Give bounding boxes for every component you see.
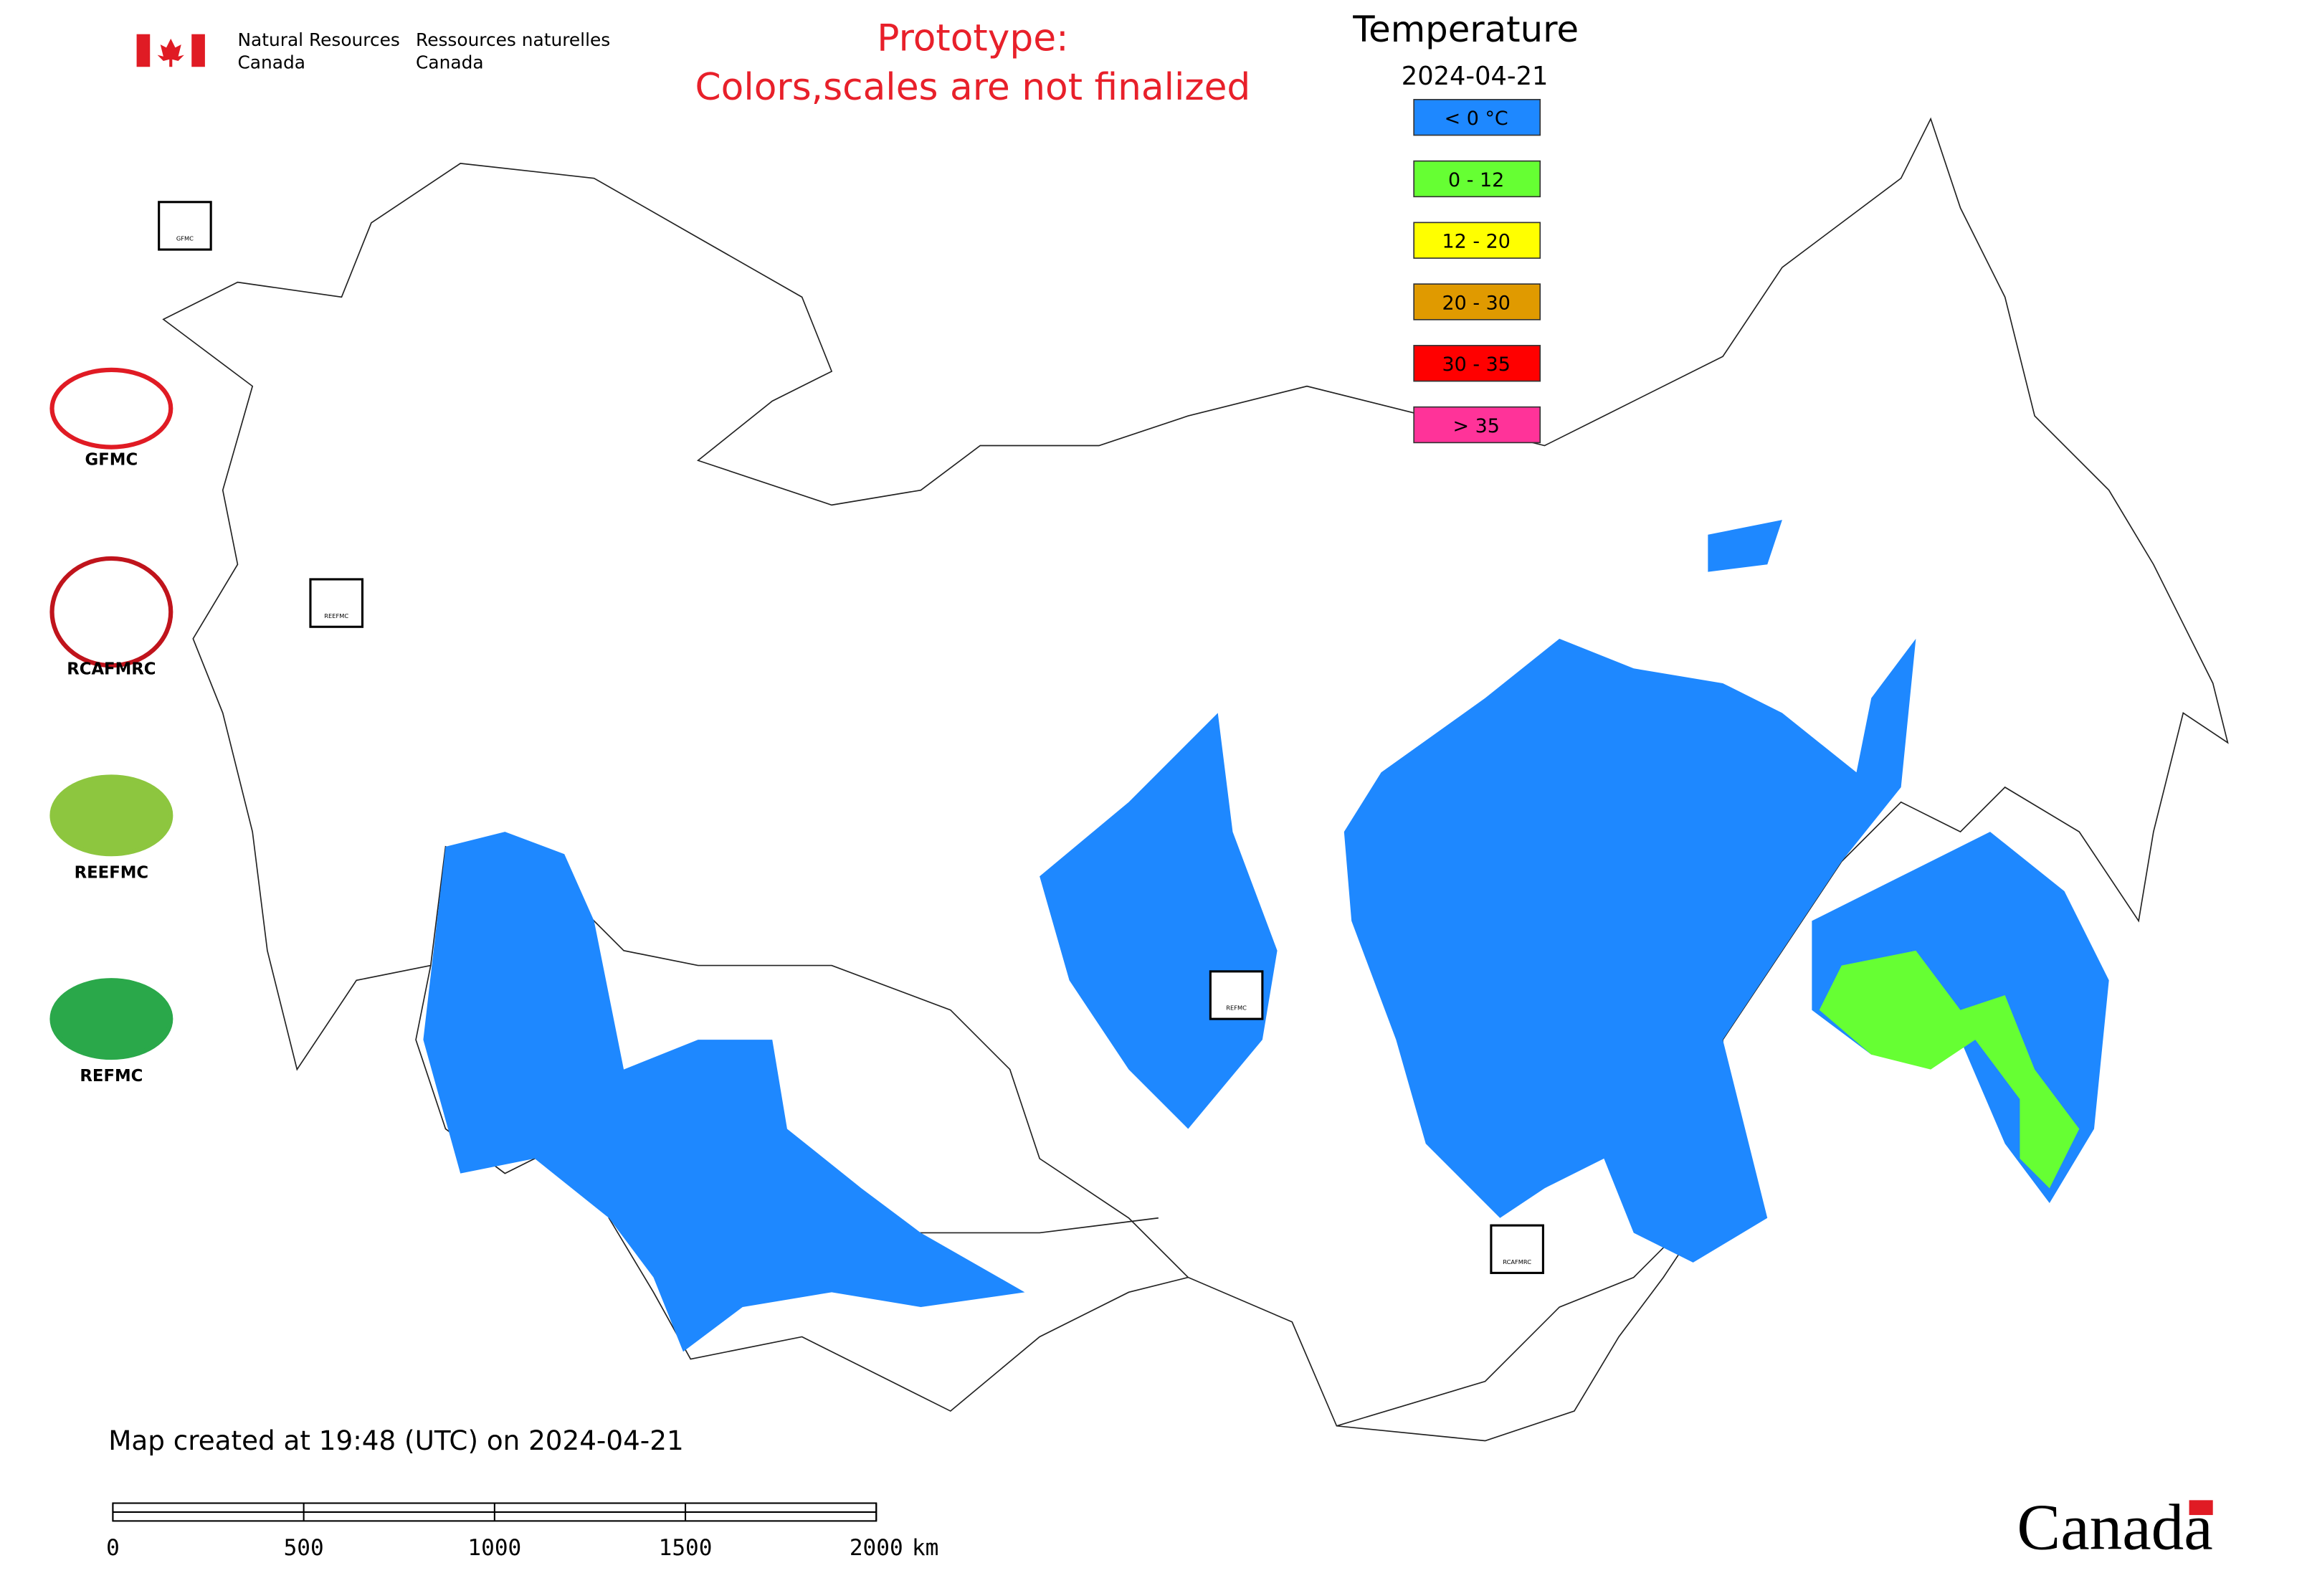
office-marker-label: REEFMC bbox=[324, 612, 348, 619]
legend-label: < 0 °C bbox=[1445, 108, 1508, 130]
agency-text: Canada bbox=[237, 52, 305, 72]
legend-swatch bbox=[1413, 345, 1541, 382]
agency-text: Natural Resources bbox=[237, 29, 399, 50]
legend-label: 20 - 30 bbox=[1442, 292, 1511, 314]
legend-swatch bbox=[1413, 98, 1541, 136]
scale-label: 2000 bbox=[850, 1535, 903, 1561]
temp-region-cold bbox=[1708, 520, 1782, 572]
office-marker-label: GFMC bbox=[176, 235, 194, 242]
temp-region-cold bbox=[1040, 713, 1278, 1129]
scale-label: 1500 bbox=[659, 1535, 713, 1561]
temp-region-cold bbox=[1343, 638, 1916, 1263]
logo-emblem bbox=[49, 367, 173, 450]
logo-label: REFMC bbox=[80, 1067, 143, 1086]
legend-swatch bbox=[1413, 222, 1541, 259]
legend-swatch bbox=[1413, 160, 1541, 198]
office-marker-label: RCAFMRC bbox=[1503, 1258, 1531, 1265]
scale-bar: 0 500 1000 1500 2000 km bbox=[106, 1502, 938, 1561]
map-area bbox=[162, 117, 2229, 1442]
logo-label: RCAFMRC bbox=[67, 660, 156, 679]
office-marker bbox=[309, 578, 364, 628]
legend-title: Temperature bbox=[1352, 9, 1579, 50]
logo-label: GFMC bbox=[85, 450, 138, 469]
legend-label: > 35 bbox=[1452, 415, 1499, 437]
logo-emblem bbox=[49, 978, 173, 1060]
logo-label: REEFMC bbox=[75, 863, 149, 882]
legend-date: 2024-04-21 bbox=[1402, 62, 1549, 91]
legend-label: 12 - 20 bbox=[1442, 231, 1511, 253]
logos: GFMC RCAFMRC REEFMC REFMC bbox=[49, 367, 173, 1086]
legend-label: 30 - 35 bbox=[1442, 353, 1511, 376]
temp-region-cold bbox=[423, 832, 1025, 1352]
legend-swatch bbox=[1413, 283, 1541, 320]
header: Natural Resources Canada Ressources natu… bbox=[136, 16, 1251, 109]
legend-swatch bbox=[1413, 406, 1541, 444]
temp-region-mild bbox=[1819, 950, 2080, 1189]
logo-emblem bbox=[49, 556, 173, 668]
scale-label: 0 bbox=[106, 1535, 120, 1561]
agency-text: Canada bbox=[416, 52, 484, 72]
office-marker bbox=[158, 201, 212, 251]
office-marker bbox=[1209, 970, 1264, 1020]
office-marker-label: REFMC bbox=[1226, 1004, 1247, 1012]
scale-label: 1000 bbox=[467, 1535, 521, 1561]
scale-label: 500 bbox=[284, 1535, 324, 1561]
legend-label: 0 - 12 bbox=[1448, 169, 1504, 191]
flag-bar bbox=[191, 34, 205, 67]
notice: Prototype: bbox=[877, 16, 1068, 60]
maple-leaf bbox=[157, 38, 184, 67]
logo-emblem bbox=[49, 774, 173, 857]
markers: GFMC REEFMC REFMC RCAFMRC bbox=[158, 201, 1544, 1274]
created-text: Map created at 19:48 (UTC) on 2024-04-21 bbox=[108, 1425, 683, 1456]
canada-wordmark: Canada bbox=[2017, 1491, 2212, 1564]
flag-bar bbox=[136, 34, 151, 67]
notice: Colors,scales are not finalized bbox=[695, 66, 1251, 109]
office-marker bbox=[1490, 1224, 1544, 1274]
wordmark-flag bbox=[2189, 1500, 2213, 1516]
scale-unit: km bbox=[912, 1535, 938, 1561]
agency-text: Ressources naturelles bbox=[416, 29, 610, 50]
legend: Temperature 2024-04-21 < 0 °C 0 - 12 12 - … bbox=[1352, 9, 1579, 444]
